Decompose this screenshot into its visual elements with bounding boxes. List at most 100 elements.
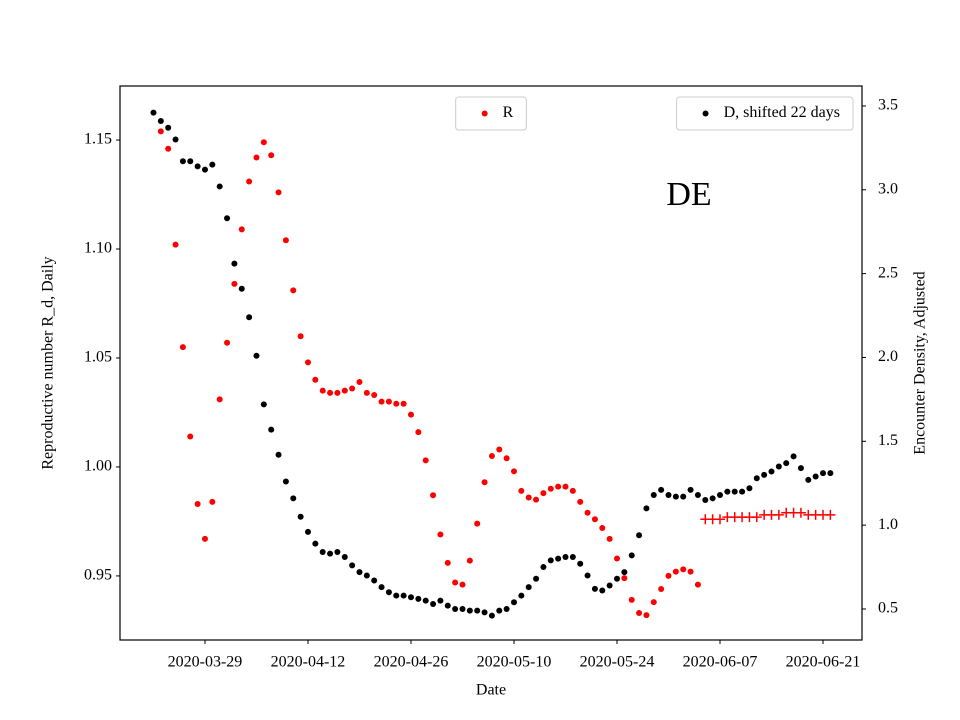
point bbox=[341, 387, 348, 394]
point bbox=[444, 559, 451, 566]
y-tick-label: 1.00 bbox=[84, 458, 112, 475]
legend-label: R bbox=[503, 104, 514, 121]
y2-tick-label: 0.5 bbox=[878, 600, 898, 617]
y-tick-label: 1.10 bbox=[84, 240, 112, 257]
point bbox=[481, 110, 488, 117]
point bbox=[253, 154, 260, 161]
point bbox=[385, 589, 392, 596]
point bbox=[709, 495, 716, 502]
point bbox=[187, 433, 194, 440]
point bbox=[415, 429, 422, 436]
point bbox=[599, 587, 606, 594]
point bbox=[371, 577, 378, 584]
plus-marker bbox=[751, 512, 762, 523]
point bbox=[224, 339, 231, 346]
point bbox=[400, 400, 407, 407]
point bbox=[246, 314, 253, 321]
legend-label: D, shifted 22 days bbox=[724, 104, 840, 121]
point bbox=[452, 579, 459, 586]
point bbox=[481, 609, 488, 616]
point bbox=[231, 260, 238, 267]
point bbox=[613, 575, 620, 582]
point bbox=[643, 612, 650, 619]
point bbox=[569, 487, 576, 494]
point bbox=[356, 378, 363, 385]
point bbox=[827, 470, 834, 477]
point bbox=[658, 586, 665, 593]
x-tick-label: 2020-05-24 bbox=[580, 654, 655, 671]
legend-box bbox=[676, 96, 854, 131]
point bbox=[238, 285, 245, 292]
point bbox=[562, 483, 569, 490]
point bbox=[753, 475, 760, 482]
point bbox=[577, 498, 584, 505]
point bbox=[474, 520, 481, 527]
point bbox=[378, 584, 385, 591]
point bbox=[466, 607, 473, 614]
y2-tick-label: 1.5 bbox=[878, 432, 898, 449]
y2-tick-label: 3.5 bbox=[878, 97, 898, 114]
point bbox=[577, 560, 584, 567]
point bbox=[209, 161, 216, 168]
point bbox=[275, 451, 282, 458]
point bbox=[503, 455, 510, 462]
point bbox=[319, 387, 326, 394]
point bbox=[591, 516, 598, 523]
legend-box bbox=[455, 96, 527, 131]
point bbox=[687, 486, 694, 493]
point bbox=[540, 564, 547, 571]
point bbox=[724, 488, 731, 495]
point bbox=[334, 548, 341, 555]
point bbox=[496, 607, 503, 614]
point bbox=[746, 485, 753, 492]
point bbox=[415, 595, 422, 602]
y-axis-label: Reproductive number R_d, Daily bbox=[40, 256, 57, 469]
y2-axis-label: Encounter Density, Adjusted bbox=[912, 271, 929, 454]
point bbox=[304, 359, 311, 366]
point bbox=[422, 457, 429, 464]
point bbox=[510, 468, 517, 475]
point bbox=[356, 569, 363, 576]
point bbox=[672, 493, 679, 500]
point bbox=[775, 463, 782, 470]
point bbox=[349, 562, 356, 569]
point bbox=[422, 597, 429, 604]
point bbox=[246, 178, 253, 185]
point bbox=[452, 605, 459, 612]
point bbox=[187, 158, 194, 165]
point bbox=[569, 554, 576, 561]
point bbox=[503, 605, 510, 612]
point bbox=[157, 118, 164, 125]
point bbox=[650, 491, 657, 498]
point bbox=[430, 600, 437, 607]
point bbox=[407, 594, 414, 601]
plot-frame bbox=[119, 85, 863, 641]
point bbox=[540, 490, 547, 497]
point bbox=[488, 612, 495, 619]
point bbox=[312, 540, 319, 547]
x-tick-label: 2020-03-29 bbox=[168, 654, 243, 671]
point bbox=[518, 592, 525, 599]
point bbox=[643, 505, 650, 512]
point bbox=[179, 158, 186, 165]
point bbox=[268, 152, 275, 159]
point bbox=[165, 124, 172, 131]
plus-marker bbox=[773, 509, 784, 520]
x-tick-label: 2020-06-21 bbox=[786, 654, 861, 671]
point bbox=[636, 532, 643, 539]
point bbox=[201, 166, 208, 173]
point bbox=[599, 524, 606, 531]
point bbox=[717, 491, 724, 498]
legend: D, shifted 22 days bbox=[676, 96, 854, 131]
point bbox=[466, 557, 473, 564]
point bbox=[260, 139, 267, 146]
point bbox=[591, 585, 598, 592]
point bbox=[297, 513, 304, 520]
y-tick-label: 0.95 bbox=[84, 567, 112, 584]
point bbox=[533, 496, 540, 503]
point bbox=[385, 398, 392, 405]
point bbox=[393, 400, 400, 407]
point bbox=[672, 568, 679, 575]
point bbox=[400, 592, 407, 599]
